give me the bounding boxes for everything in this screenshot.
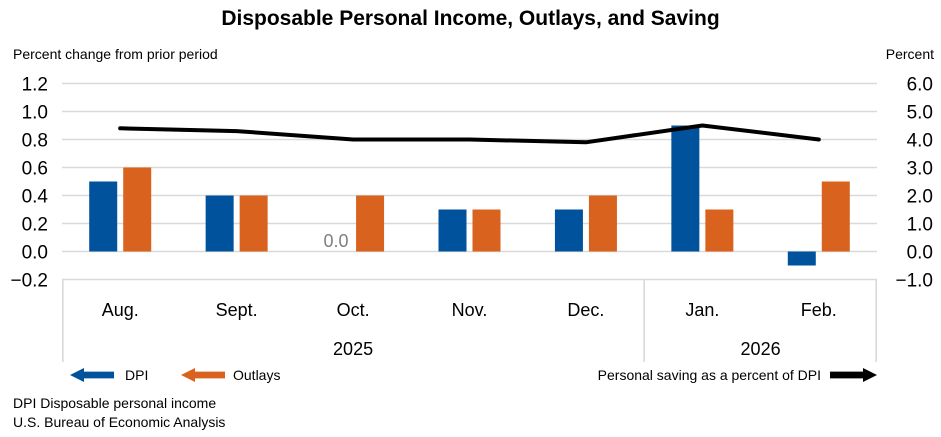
outlays-bar: [821, 181, 850, 252]
right-tick-label: 4.0: [907, 131, 933, 152]
left-tick-label: 1.0: [22, 103, 48, 124]
left-tick-label: 0.0: [22, 243, 48, 264]
right-axis-unit-label: Percent: [885, 46, 934, 62]
saving-arrow-icon: [830, 368, 877, 382]
year-label: 2026: [741, 339, 781, 359]
outlays-bar: [239, 195, 268, 252]
left-tick-label: −0.2: [10, 271, 48, 292]
dpi-bar: [554, 209, 583, 252]
right-tick-label: 3.0: [907, 159, 933, 180]
month-label: Nov.: [452, 300, 488, 320]
dpi-bar: [438, 209, 467, 252]
month-label: Dec.: [567, 300, 604, 320]
outlays-arrow-icon: [181, 368, 225, 382]
left-tick-label: 0.4: [22, 187, 49, 208]
right-tick-label: 0.0: [907, 243, 933, 264]
right-tick-label: 6.0: [907, 75, 933, 96]
right-tick-label: 2.0: [907, 187, 933, 208]
left-tick-label: 0.8: [22, 131, 48, 152]
left-tick-label: 1.2: [22, 75, 48, 96]
dpi-bar: [205, 195, 234, 252]
legend-saving: Personal saving as a percent of DPI: [598, 366, 877, 384]
right-tick-label: −1.0: [895, 271, 933, 292]
footnote-dpi-definition: DPI Disposable personal income: [13, 395, 217, 411]
saving-line: [118, 123, 821, 145]
outlays-bar: [356, 195, 385, 252]
month-label: Sept.: [216, 300, 258, 320]
dpi-bar: [89, 181, 118, 252]
zero-value-annotation: 0.0: [324, 231, 349, 251]
footnotes: DPI Disposable personal income U.S. Bure…: [13, 394, 225, 432]
outlays-bar: [472, 209, 501, 252]
outlays-bar: [705, 209, 734, 252]
left-axis-unit-label: Percent change from prior period: [13, 46, 218, 62]
legend-saving-label: Personal saving as a percent of DPI: [597, 367, 821, 383]
outlays-bar: [588, 195, 617, 252]
chart-title: Disposable Personal Income, Outlays, and…: [221, 7, 720, 30]
dpi-bar: [671, 125, 700, 252]
month-label: Feb.: [801, 300, 837, 320]
dpi-arrow-icon: [70, 368, 114, 382]
legend-dpi-label: DPI: [125, 367, 149, 383]
legend-outlays-label: Outlays: [233, 367, 281, 383]
year-label: 2025: [333, 339, 373, 359]
legend-dpi: DPI: [70, 366, 148, 384]
month-label: Jan.: [685, 300, 719, 320]
dpi-bar: [787, 251, 816, 266]
legend-outlays: Outlays: [181, 366, 280, 384]
month-label: Oct.: [337, 300, 370, 320]
right-tick-label: 5.0: [907, 103, 933, 124]
left-tick-label: 0.6: [22, 159, 48, 180]
right-tick-label: 1.0: [907, 215, 933, 236]
month-label: Aug.: [102, 300, 139, 320]
left-tick-label: 0.2: [22, 215, 48, 236]
footnote-source: U.S. Bureau of Economic Analysis: [13, 414, 226, 430]
outlays-bar: [123, 167, 152, 252]
